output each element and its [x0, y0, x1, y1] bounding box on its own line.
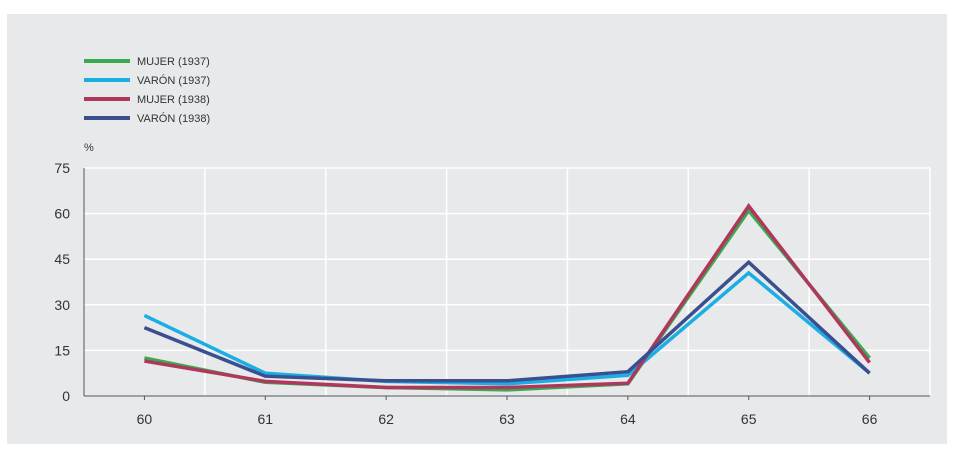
legend: MUJER (1937) VARÓN (1937) MUJER (1938) VARÓ… — [84, 56, 210, 125]
x-tick-label: 62 — [378, 411, 394, 427]
series-lines — [143, 203, 871, 392]
legend-label: VARÓN (1938) — [137, 112, 210, 125]
x-tick-label: 65 — [741, 411, 757, 427]
legend-label: VARÓN (1937) — [137, 74, 210, 87]
y-tick-label: 0 — [62, 388, 70, 404]
series-line — [143, 270, 871, 386]
grid — [84, 167, 931, 396]
legend-label: MUJER (1938) — [137, 94, 210, 106]
series-line — [143, 259, 871, 383]
y-tick-label: 45 — [54, 251, 70, 267]
series-line — [144, 207, 871, 392]
y-unit-label: % — [84, 142, 94, 154]
chart-panel — [7, 14, 947, 444]
x-tick-label: 63 — [499, 411, 515, 427]
axes: 0 15 30 45 60 75 60 61 62 63 64 65 66 — [54, 160, 930, 427]
y-tick-label: 15 — [54, 342, 70, 358]
x-tick-label: 66 — [862, 411, 878, 427]
legend-label: MUJER (1937) — [137, 56, 210, 68]
x-tick-label: 64 — [620, 411, 636, 427]
x-tick-label: 61 — [257, 411, 273, 427]
y-tick-label: 75 — [54, 160, 70, 176]
y-tick-label: 60 — [54, 206, 70, 222]
x-tick-label: 60 — [137, 411, 153, 427]
y-tick-label: 30 — [54, 297, 70, 313]
series-line — [144, 203, 871, 390]
